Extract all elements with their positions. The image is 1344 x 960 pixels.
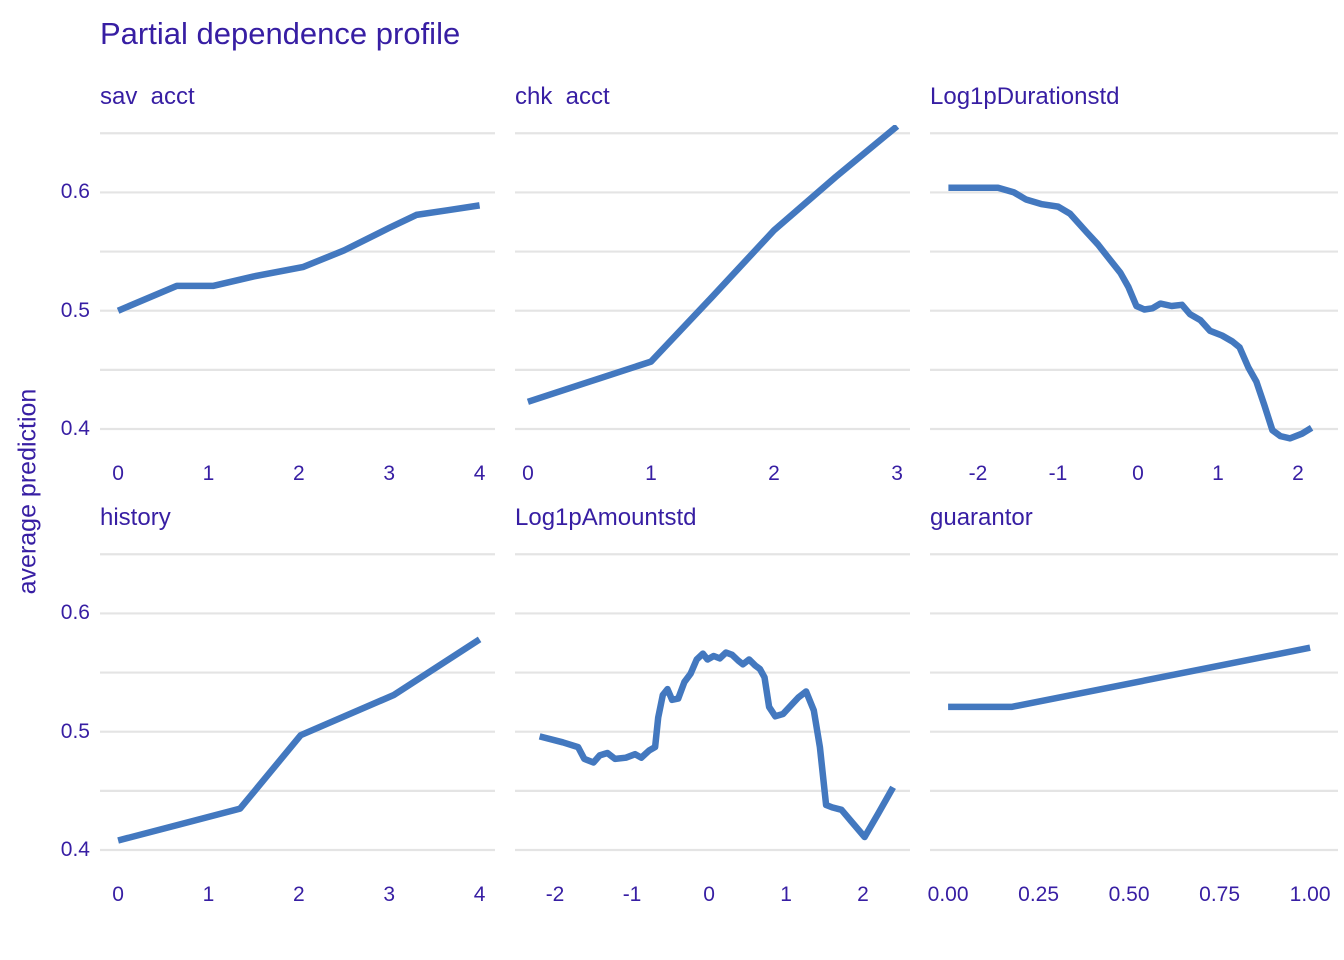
pd-profile-line [526,125,900,405]
x-tick-label: 4 [473,462,486,485]
x-tick-label: 2 [1292,462,1304,485]
pd-profile-line [538,649,896,841]
facet-label: Log1pDurationstd [930,83,1120,110]
x-tick-label: 1.00 [1289,883,1331,906]
x-tick-label: 4 [473,883,486,906]
y-tick-label: 0.5 [60,298,90,322]
pd-profile-line [948,184,1314,442]
facet-label: Log1pAmountstd [515,504,697,531]
line-chart-panel [930,553,1338,852]
pd-profile-line [116,202,481,314]
y-tick-label: 0.6 [60,180,90,204]
facet-log1pamountstd: Log1pAmountstd [515,504,910,876]
y-tick-label: 0.4 [60,416,90,440]
x-tick-label: 1 [645,462,657,485]
pd-profile-line [948,644,1311,711]
x-tick-label: 0.50 [1108,883,1150,906]
facet-sav-acct: sav acct [100,83,495,455]
x-tick-label: 0 [703,883,715,906]
x-tick-label: 0.00 [927,883,969,906]
x-tick-label: 2 [768,462,780,485]
y-tick-label: 0.4 [60,837,90,861]
facet-label: history [100,504,171,531]
x-tick-label: 0 [522,462,534,485]
facet-label: sav acct [100,83,195,110]
facet-label: guarantor [930,504,1033,531]
facet-guarantor: guarantor [930,504,1338,876]
x-tick-label: 2 [293,462,305,485]
facet-chk-acct: chk acct [515,83,910,455]
x-tick-label: 0 [112,883,124,906]
x-tick-label: 3 [383,883,396,906]
line-chart-panel [100,132,495,431]
line-chart-panel [515,553,910,852]
pd-profile-line [117,636,482,844]
x-tick-label: 1 [780,883,792,906]
facet-log1pdurationstd: Log1pDurationstd [930,83,1338,455]
x-tick-label: -2 [968,462,988,485]
y-axis-title: average prediction [13,388,42,595]
x-tick-label: 2 [293,883,305,906]
x-tick-label: -1 [1048,462,1068,485]
x-tick-label: 0 [112,462,124,485]
x-tick-label: 1 [202,883,215,906]
x-tick-label: 0.25 [1018,883,1060,906]
x-tick-label: 1 [202,462,215,485]
line-chart-panel [515,125,910,431]
y-tick-label: 0.6 [60,601,90,625]
x-tick-label: 2 [857,883,869,906]
x-tick-label: 0 [1132,462,1144,485]
facet-history: history [100,504,495,876]
y-tick-label: 0.5 [60,719,90,743]
chart-title: Partial dependence profile [100,16,461,51]
x-tick-label: 3 [383,462,396,485]
x-tick-label: 1 [1212,462,1224,485]
x-tick-label: -1 [622,883,642,906]
facet-label: chk acct [515,83,610,110]
x-tick-label: -2 [545,883,565,906]
x-tick-label: 0.75 [1199,883,1241,906]
line-chart-panel [100,553,495,852]
x-tick-label: 3 [891,462,903,485]
line-chart-panel [930,132,1338,442]
